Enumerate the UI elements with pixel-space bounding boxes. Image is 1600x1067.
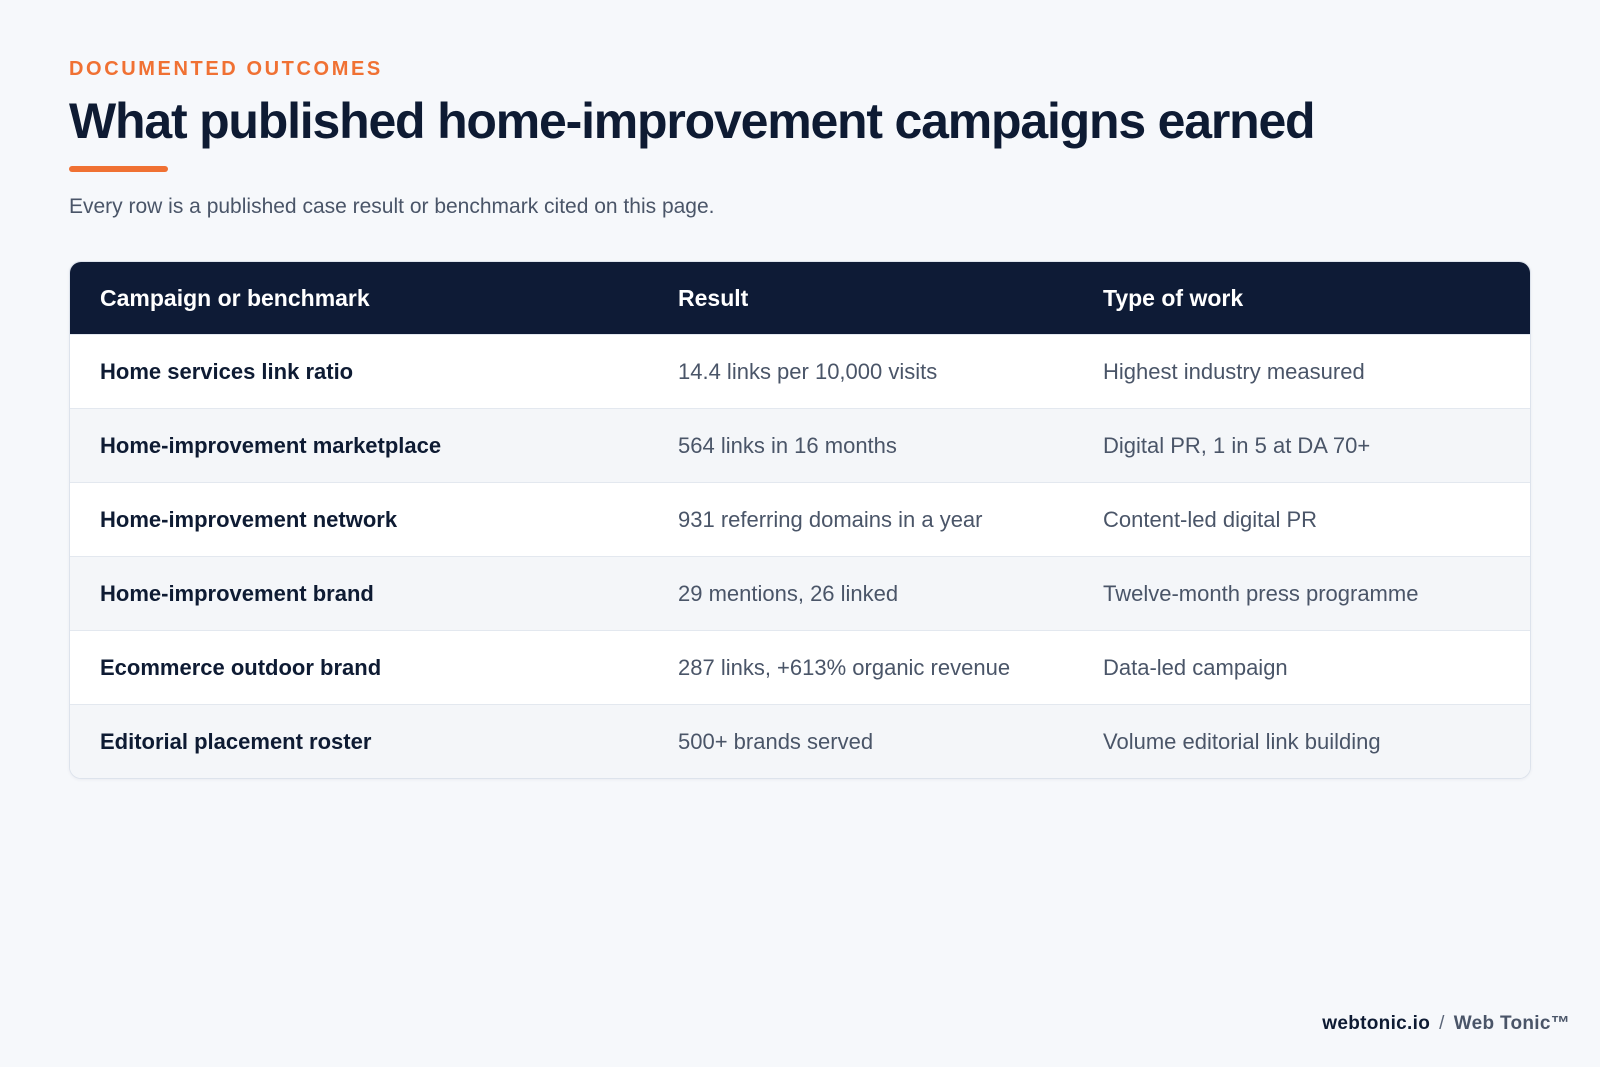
column-header-result: Result [678, 284, 749, 311]
table-row: Home services link ratio 14.4 links per … [70, 334, 1530, 408]
type-cell: Content-led digital PR [1103, 506, 1318, 532]
page: DOCUMENTED OUTCOMES What published home-… [69, 0, 1531, 1067]
campaign-cell: Home-improvement network [100, 506, 398, 532]
table-row: Home-improvement marketplace 564 links i… [70, 408, 1530, 482]
result-cell: 564 links in 16 months [678, 432, 897, 458]
table-row: Editorial placement roster 500+ brands s… [70, 704, 1530, 778]
campaign-cell: Ecommerce outdoor brand [100, 654, 382, 680]
result-cell: 14.4 links per 10,000 visits [678, 358, 938, 384]
footer-domain: webtonic.io [1322, 1013, 1431, 1034]
footer-attribution: webtonic.io / Web Tonic™ [1322, 1013, 1570, 1035]
campaign-cell: Home services link ratio [100, 358, 354, 384]
page-title: What published home-improvement campaign… [69, 93, 1316, 149]
page-subtitle: Every row is a published case result or … [69, 195, 715, 218]
table-header-row: Campaign or benchmark Result Type of wor… [70, 262, 1530, 334]
column-header-type: Type of work [1103, 284, 1244, 311]
footer-separator: / [1439, 1013, 1445, 1034]
column-header-campaign: Campaign or benchmark [100, 284, 370, 311]
title-accent-bar [69, 166, 168, 172]
type-cell: Highest industry measured [1103, 358, 1365, 384]
result-cell: 287 links, +613% organic revenue [678, 654, 1011, 680]
result-cell: 931 referring domains in a year [678, 506, 983, 532]
table-row: Home-improvement brand 29 mentions, 26 l… [70, 556, 1530, 630]
result-cell: 500+ brands served [678, 728, 874, 754]
result-cell: 29 mentions, 26 linked [678, 580, 899, 606]
type-cell: Digital PR, 1 in 5 at DA 70+ [1103, 432, 1371, 458]
campaign-cell: Editorial placement roster [100, 728, 372, 754]
eyebrow-label: DOCUMENTED OUTCOMES [69, 58, 383, 80]
type-cell: Volume editorial link building [1103, 728, 1381, 754]
outcomes-table: Campaign or benchmark Result Type of wor… [69, 261, 1531, 779]
type-cell: Twelve-month press programme [1103, 580, 1419, 606]
table-row: Home-improvement network 931 referring d… [70, 482, 1530, 556]
type-cell: Data-led campaign [1103, 654, 1288, 680]
campaign-cell: Home-improvement marketplace [100, 432, 442, 458]
footer-brand: Web Tonic™ [1453, 1013, 1570, 1034]
table-row: Ecommerce outdoor brand 287 links, +613%… [70, 630, 1530, 704]
campaign-cell: Home-improvement brand [100, 580, 374, 606]
